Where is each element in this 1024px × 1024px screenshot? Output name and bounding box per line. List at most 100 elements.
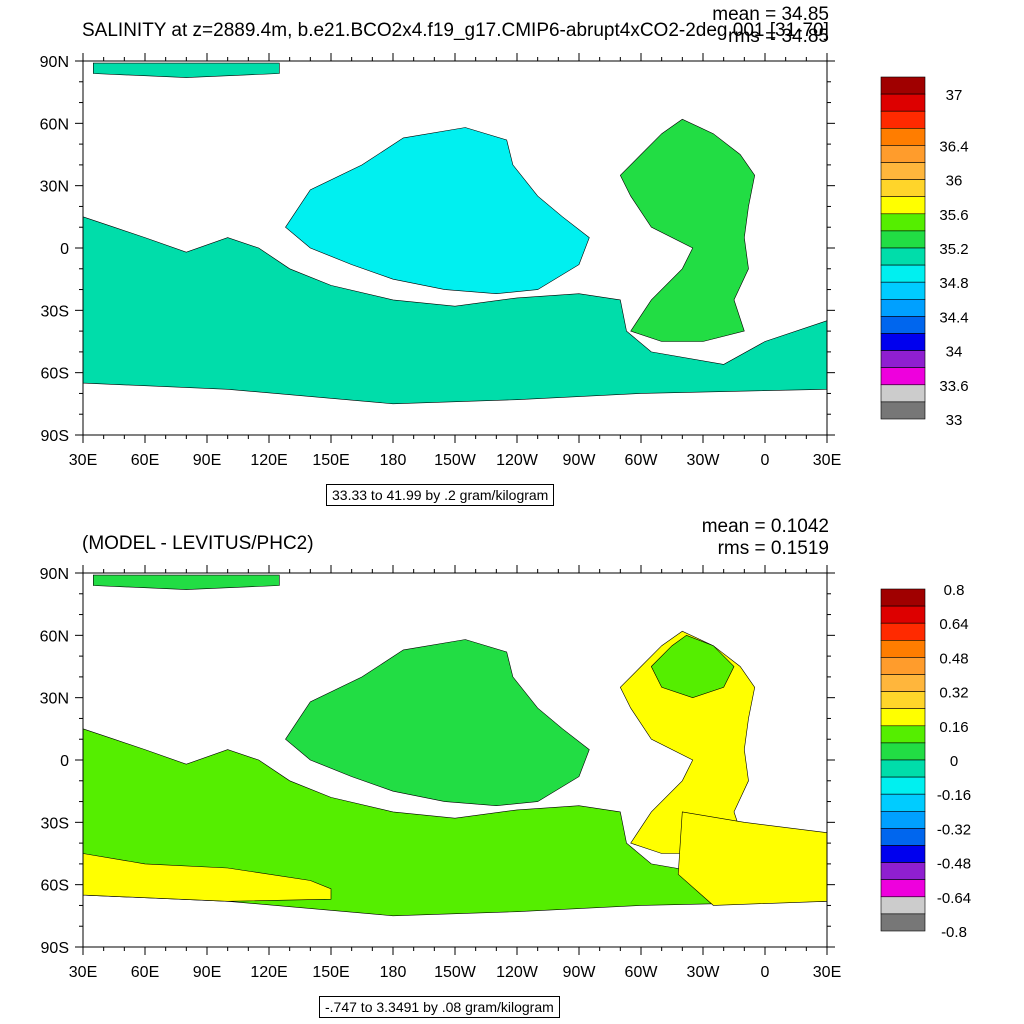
legend-label: 36 bbox=[946, 173, 963, 190]
legend-swatch bbox=[880, 162, 926, 180]
legend-label: 0.48 bbox=[939, 650, 968, 667]
x-tick-label: 90W bbox=[563, 452, 597, 469]
x-tick-label: 150W bbox=[434, 452, 477, 469]
legend-swatch bbox=[880, 213, 926, 232]
legend-swatch bbox=[880, 350, 926, 369]
legend-swatch bbox=[880, 333, 926, 351]
legend-label: 35.2 bbox=[939, 241, 968, 258]
y-tick-label: 90N bbox=[40, 54, 69, 71]
legend-swatch bbox=[880, 76, 926, 95]
x-tick-label: 60W bbox=[625, 452, 659, 469]
x-tick-label: 180 bbox=[380, 452, 407, 469]
panel-2-mean: mean = 0.1042 bbox=[701, 516, 829, 537]
panel-2-map: 30E 60E 90E 120E 150E 180 150W 120W 90W 60W 30W 0 30… bbox=[40, 565, 971, 981]
legend-swatch bbox=[880, 401, 926, 420]
x-tick-label: 30E bbox=[69, 452, 97, 469]
region-southern-yellow-band bbox=[82, 853, 332, 902]
legend-swatch bbox=[880, 879, 926, 898]
legend-label: 37 bbox=[946, 87, 963, 104]
legend-swatch bbox=[880, 367, 926, 386]
panel-1-range-note: 33.33 to 41.99 by .2 gram/kilogram bbox=[326, 484, 555, 506]
panel-2-range-note: -.747 to 3.3491 by .08 gram/kilogram bbox=[319, 996, 560, 1018]
x-tick-label: 90E bbox=[193, 964, 221, 981]
legend-swatch bbox=[880, 896, 926, 915]
legend-label: 35.6 bbox=[939, 207, 968, 224]
panel-2-rms: rms = 0.1519 bbox=[717, 538, 829, 559]
y-tick-label: 30N bbox=[40, 691, 69, 708]
legend-label: 0 bbox=[950, 753, 958, 770]
x-tick-label: 90W bbox=[563, 964, 597, 981]
legend-swatch bbox=[880, 793, 926, 812]
panel-1-title: SALINITY at z=2889.4m, b.e21.BCO2x4.f19_… bbox=[82, 20, 829, 41]
region-arctic bbox=[93, 574, 280, 590]
legend-swatch bbox=[880, 691, 926, 710]
legend-label: 0.16 bbox=[939, 719, 968, 736]
legend-label: 0.8 bbox=[944, 582, 965, 599]
legend-label: -0.16 bbox=[937, 787, 971, 804]
x-tick-label: 150E bbox=[312, 452, 349, 469]
legend-swatch bbox=[880, 588, 926, 607]
x-tick-label: 60E bbox=[131, 964, 159, 981]
region-atlantic-north-green bbox=[650, 634, 735, 699]
x-tick-label: 30W bbox=[687, 452, 721, 469]
legend-label: 36.4 bbox=[939, 138, 968, 155]
legend-swatch bbox=[880, 725, 926, 744]
legend-swatch bbox=[880, 128, 926, 146]
y-tick-label: 30S bbox=[41, 815, 69, 832]
x-tick-label: 150E bbox=[312, 964, 349, 981]
legend-swatch bbox=[880, 93, 926, 112]
region-atlantic bbox=[619, 118, 756, 342]
x-tick-label: 120W bbox=[496, 964, 539, 981]
legend-swatch bbox=[880, 298, 926, 317]
legend-label: -0.64 bbox=[937, 890, 971, 907]
region-pacific-north bbox=[285, 639, 590, 807]
x-tick-label: 30E bbox=[813, 452, 841, 469]
x-tick-label: 60W bbox=[625, 964, 659, 981]
legend-label: 0.64 bbox=[939, 616, 968, 633]
y-tick-label: 0 bbox=[60, 241, 69, 258]
y-tick-label: 60N bbox=[40, 628, 69, 645]
x-tick-label: 90E bbox=[193, 452, 221, 469]
legend-swatch bbox=[880, 281, 926, 300]
legend-swatch bbox=[880, 179, 926, 198]
legend-swatch bbox=[880, 810, 926, 829]
legend-swatch bbox=[880, 316, 926, 334]
legend-swatch bbox=[880, 674, 926, 692]
x-tick-label: 0 bbox=[761, 964, 770, 981]
panel-1-rms: rms = 34.85 bbox=[728, 26, 829, 47]
x-tick-label: 30E bbox=[813, 964, 841, 981]
y-tick-label: 90S bbox=[41, 428, 69, 445]
legend-swatch bbox=[880, 708, 926, 727]
panel-1-map: 30E 60E 90E 120E 150E 180 150W 120W 90W 60W 30W 0 30… bbox=[40, 53, 969, 469]
legend-swatch bbox=[880, 759, 926, 778]
y-tick-label: 60S bbox=[41, 366, 69, 383]
legend-label: -0.32 bbox=[937, 821, 971, 838]
x-tick-label: 30E bbox=[69, 964, 97, 981]
y-tick-label: 90N bbox=[40, 566, 69, 583]
legend-label: 34.8 bbox=[939, 275, 968, 292]
x-tick-label: 30W bbox=[687, 964, 721, 981]
legend-label: 34.4 bbox=[939, 309, 968, 326]
panel-2-title: (MODEL - LEVITUS/PHC2) bbox=[82, 533, 314, 554]
y-tick-label: 60S bbox=[41, 878, 69, 895]
legend-label: 34 bbox=[946, 344, 963, 361]
region-arctic bbox=[93, 62, 280, 78]
y-tick-label: 90S bbox=[41, 940, 69, 957]
y-tick-label: 0 bbox=[60, 753, 69, 770]
y-tick-label: 30S bbox=[41, 303, 69, 320]
legend-swatch bbox=[880, 384, 926, 403]
legend-swatch bbox=[880, 264, 926, 283]
legend-label: 0.32 bbox=[939, 685, 968, 702]
legend-swatch bbox=[880, 145, 926, 163]
x-tick-label: 180 bbox=[380, 964, 407, 981]
legend-swatch bbox=[880, 230, 926, 249]
panel-1-mean: mean = 34.85 bbox=[712, 4, 829, 25]
legend-label: -0.8 bbox=[941, 924, 967, 941]
legend-label: -0.48 bbox=[937, 856, 971, 873]
legend-label: 33 bbox=[946, 412, 963, 429]
legend-swatch bbox=[880, 742, 926, 761]
region-southern-indo-pacific bbox=[82, 216, 828, 405]
region-southern-indo-pacific bbox=[82, 728, 828, 917]
legend-swatch bbox=[880, 247, 926, 266]
region-pacific-north bbox=[285, 127, 590, 295]
